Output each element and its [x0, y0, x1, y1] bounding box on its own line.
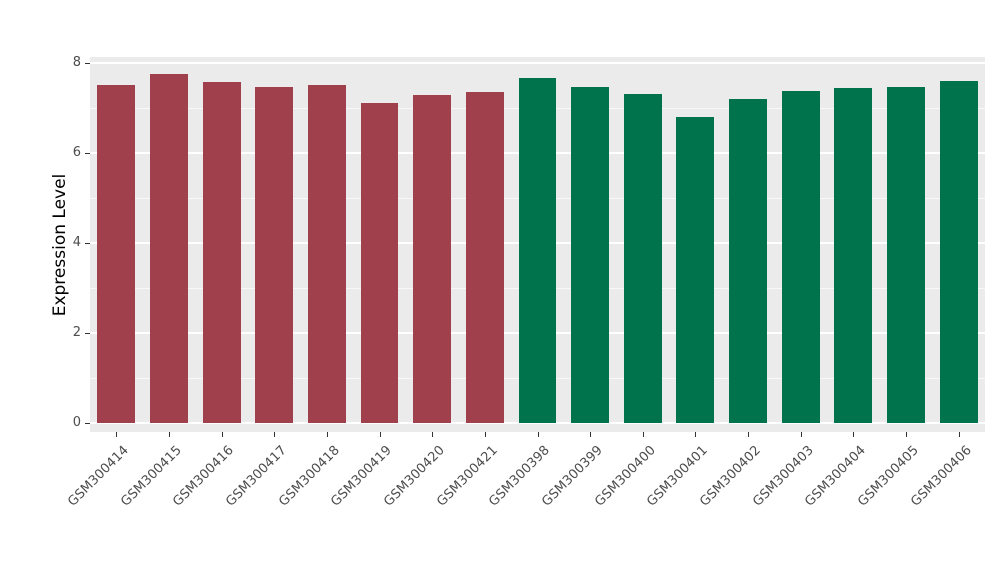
- bar: [97, 85, 136, 423]
- y-tick-mark: [85, 423, 90, 424]
- x-tick-mark: [958, 432, 960, 437]
- bar: [729, 99, 768, 423]
- x-tick-mark: [695, 432, 697, 437]
- bar: [623, 94, 662, 423]
- bar: [307, 85, 346, 423]
- y-tick-mark: [85, 333, 90, 334]
- bar: [255, 86, 294, 423]
- bar: [834, 87, 873, 423]
- bar: [781, 90, 820, 423]
- bar: [465, 91, 504, 423]
- bar: [571, 86, 610, 423]
- y-tick-label: 8: [72, 55, 81, 70]
- y-tick-label: 2: [72, 325, 81, 340]
- bar: [150, 73, 188, 423]
- x-tick-mark: [748, 432, 750, 437]
- x-tick-mark: [326, 432, 328, 437]
- bar: [202, 81, 241, 423]
- x-tick-mark: [274, 432, 276, 437]
- y-tick-mark: [85, 243, 90, 244]
- x-tick-mark: [379, 432, 381, 437]
- plot-panel: [90, 57, 985, 432]
- y-tick-mark: [85, 63, 90, 64]
- x-tick-mark: [432, 432, 434, 437]
- major-gridline: [90, 422, 985, 424]
- x-tick-mark: [537, 432, 539, 437]
- x-tick-mark: [168, 432, 170, 437]
- x-tick-mark: [221, 432, 223, 437]
- x-tick-mark: [484, 432, 486, 437]
- bar: [413, 94, 452, 423]
- y-tick-label: 6: [72, 145, 81, 160]
- x-tick-mark: [590, 432, 592, 437]
- y-tick-mark: [85, 153, 90, 154]
- x-tick-mark: [642, 432, 644, 437]
- bar: [676, 117, 715, 423]
- major-gridline: [90, 62, 985, 64]
- bar: [939, 81, 978, 423]
- x-tick-mark: [906, 432, 908, 437]
- x-tick-mark: [116, 432, 118, 437]
- bar: [518, 78, 557, 423]
- x-tick-mark: [853, 432, 855, 437]
- bar: [887, 86, 925, 423]
- y-tick-label: 0: [72, 415, 81, 430]
- x-tick-mark: [800, 432, 802, 437]
- y-tick-label: 4: [72, 235, 81, 250]
- bar: [360, 102, 399, 423]
